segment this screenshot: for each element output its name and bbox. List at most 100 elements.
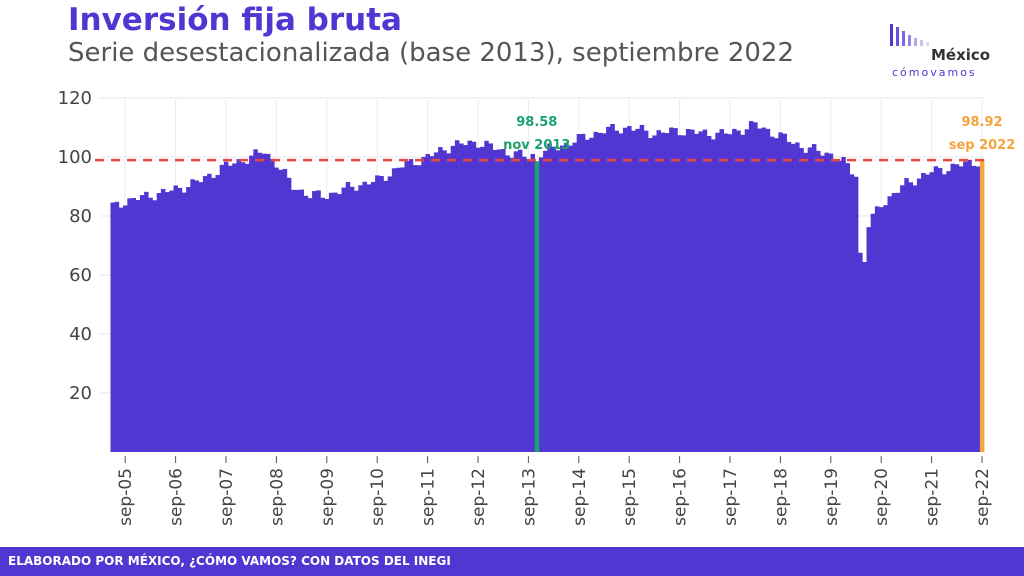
bar <box>551 146 556 452</box>
bar <box>904 178 909 452</box>
bar <box>484 140 489 452</box>
bar <box>446 153 451 452</box>
x-tick-label: sep-11 <box>419 468 439 526</box>
bar <box>669 127 674 452</box>
bar <box>908 182 913 452</box>
bar <box>761 127 766 452</box>
x-tick-label: sep-16 <box>671 468 691 526</box>
x-tick-label: sep-07 <box>217 468 237 526</box>
bar <box>564 142 569 452</box>
bar <box>240 162 246 452</box>
bar <box>732 128 737 452</box>
bar <box>681 135 687 452</box>
bar <box>513 151 519 452</box>
bar <box>370 181 376 452</box>
bar <box>597 132 603 453</box>
bar <box>622 127 628 452</box>
bar <box>286 177 292 452</box>
bar <box>135 200 141 452</box>
annotation-period: nov 2013 <box>503 138 570 153</box>
bar <box>942 174 947 452</box>
bar <box>795 142 800 452</box>
bar <box>967 159 972 452</box>
bar <box>921 172 926 452</box>
bar <box>425 154 430 452</box>
annotation-period: sep 2022 <box>949 138 1016 153</box>
bar <box>786 141 792 452</box>
bar <box>727 134 733 452</box>
bar <box>354 190 359 453</box>
x-tick-label: sep-13 <box>519 468 539 526</box>
bar <box>803 152 808 452</box>
bar <box>202 176 208 452</box>
y-axis-ticks: 20 40 60 80 100 120 <box>58 88 92 404</box>
bar <box>895 192 901 452</box>
x-tick-label: sep-18 <box>771 468 791 526</box>
bar <box>165 192 170 453</box>
bar <box>433 152 439 452</box>
bar <box>274 167 279 452</box>
bar <box>723 133 729 452</box>
bar <box>702 129 708 452</box>
chart-title: Inversión fija bruta <box>68 2 402 38</box>
bar <box>748 121 754 452</box>
bar <box>265 153 271 452</box>
bar <box>547 143 552 452</box>
bar <box>606 126 611 453</box>
bar <box>400 167 405 453</box>
bar <box>790 143 796 452</box>
bar <box>740 134 745 452</box>
bar <box>467 140 472 452</box>
y-tick-label: 20 <box>69 383 92 404</box>
y-tick-label: 100 <box>58 147 92 168</box>
bar <box>887 196 892 452</box>
bar <box>244 163 250 453</box>
bar <box>396 167 401 453</box>
bar <box>660 132 666 452</box>
bar <box>501 149 506 452</box>
x-tick-label: sep-09 <box>318 468 338 526</box>
bar <box>925 174 930 452</box>
bar <box>929 172 934 452</box>
bar <box>677 135 682 453</box>
logo-name: México <box>931 46 991 64</box>
x-tick-label: sep-20 <box>872 468 892 526</box>
annotation-value: 98.58 <box>516 115 557 130</box>
bar <box>349 186 355 452</box>
highlight-bars <box>534 160 985 452</box>
bar <box>828 153 834 453</box>
bar <box>316 190 321 452</box>
bar <box>774 138 779 452</box>
bar <box>341 187 346 452</box>
highlight-bar <box>534 161 540 452</box>
bar <box>366 184 372 452</box>
bar <box>358 185 363 452</box>
annotation-value: 98.92 <box>961 115 1002 130</box>
bar <box>223 161 229 452</box>
x-tick-label: sep-08 <box>267 468 287 526</box>
bar <box>950 163 955 452</box>
bar <box>685 129 691 452</box>
bar <box>375 175 380 452</box>
bar <box>538 157 544 453</box>
bar <box>417 165 422 452</box>
bar <box>169 190 174 452</box>
bar <box>782 133 787 452</box>
bar <box>765 128 771 453</box>
logo-tagline: cómovamos <box>892 66 977 79</box>
bar <box>299 189 304 452</box>
bar <box>601 133 607 453</box>
bar <box>442 150 447 452</box>
bar <box>627 126 632 452</box>
bar <box>719 129 724 453</box>
bar <box>954 164 960 452</box>
bar-series <box>110 121 981 453</box>
bar <box>215 175 220 453</box>
bar <box>320 197 325 452</box>
bar <box>307 198 313 452</box>
bar <box>144 191 149 452</box>
bar <box>337 194 342 452</box>
bar <box>496 149 502 452</box>
bar <box>475 147 481 452</box>
